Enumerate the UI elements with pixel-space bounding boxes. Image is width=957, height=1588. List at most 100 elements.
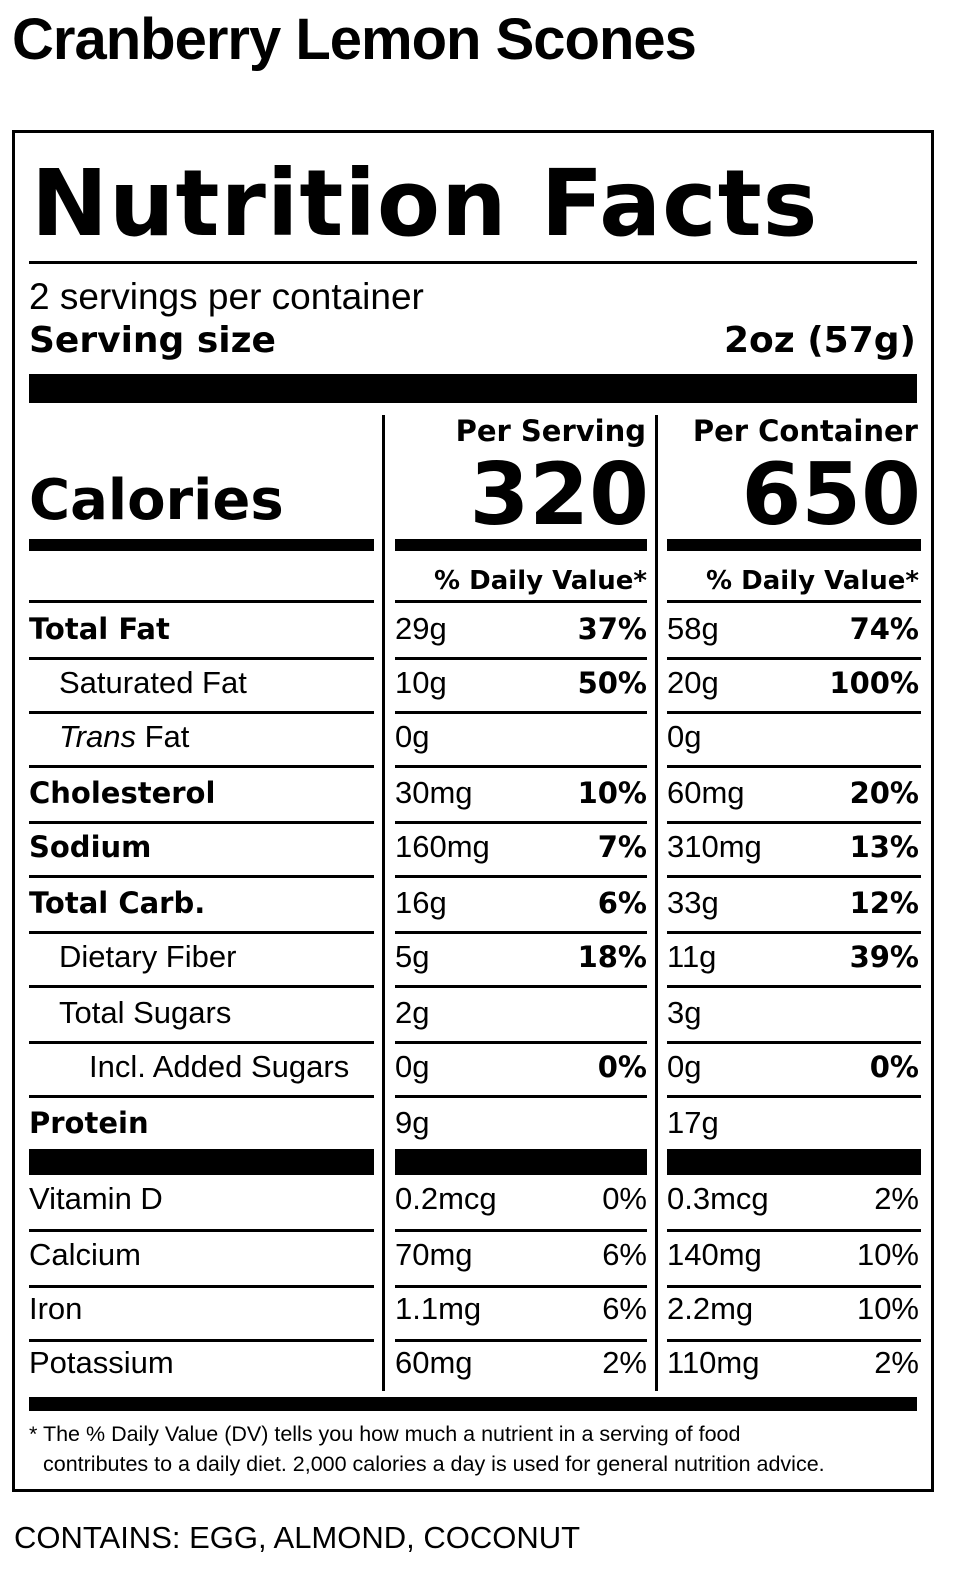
nutrient-divider-0 (29, 931, 374, 934)
container-daily-value: 39% (849, 940, 919, 974)
vitamin-divider-0 (29, 1285, 374, 1288)
daily-value-header-serving: % Daily Value* (434, 566, 647, 596)
serving-daily-value: 2% (602, 1345, 647, 1380)
container-amount: 11g (667, 939, 717, 974)
vitamin-divider-1 (395, 1285, 647, 1288)
nutrient-divider-2 (667, 765, 921, 768)
container-amount: 0g (667, 1049, 702, 1084)
vitamin-divider-0 (29, 1229, 374, 1232)
nutrient-divider-2 (667, 711, 921, 714)
vitamin-divider-1 (395, 1339, 647, 1342)
nutrient-divider-2 (667, 985, 921, 988)
nutrient-divider-2 (667, 657, 921, 660)
per-serving-header: Per Serving (455, 414, 646, 448)
vitamin-thick-divider-1 (395, 1149, 647, 1175)
nutrient-name: Total Fat (29, 612, 170, 646)
nutrient-divider-0 (29, 1041, 374, 1044)
nutrient-divider-1 (395, 821, 647, 824)
nutrient-name: Saturated Fat (59, 665, 247, 700)
container-daily-value: 20% (849, 776, 919, 810)
serving-size-label: Serving size (29, 320, 276, 361)
vitamin-divider-1 (395, 1229, 647, 1232)
nutrient-header-divider-1 (395, 600, 647, 603)
serving-amount: 9g (395, 1105, 430, 1140)
serving-daily-value: 0% (597, 1050, 647, 1084)
nutrient-divider-1 (395, 1095, 647, 1098)
nutrient-name: Cholesterol (29, 776, 216, 810)
container-amount: 60mg (667, 775, 745, 810)
nutrition-facts-heading: Nutrition Facts (31, 150, 819, 257)
nutrient-divider-1 (395, 1041, 647, 1044)
nutrient-name-rest: Fat (135, 719, 190, 754)
calories-per-serving: 320 (469, 445, 649, 545)
nutrient-divider-2 (667, 1095, 921, 1098)
serving-amount: 70mg (395, 1237, 473, 1272)
product-title: Cranberry Lemon Scones (12, 7, 697, 72)
container-daily-value: 2% (874, 1345, 919, 1380)
serving-amount: 160mg (395, 829, 490, 864)
nutrient-divider-0 (29, 821, 374, 824)
nutrient-divider-2 (667, 875, 921, 878)
nutrient-divider-0 (29, 875, 374, 878)
nutrient-name: Potassium (29, 1345, 174, 1380)
container-amount: 17g (667, 1105, 719, 1140)
serving-daily-value: 6% (602, 1291, 647, 1326)
column-divider-1 (382, 415, 385, 1391)
divider-thin (29, 261, 917, 264)
serving-size-value: 2oz (57g) (723, 320, 916, 361)
nutrient-divider-1 (395, 931, 647, 934)
container-daily-value: 12% (849, 886, 919, 920)
container-amount: 0g (667, 719, 702, 754)
nutrient-name-italic: Trans (59, 719, 136, 754)
nutrient-divider-2 (667, 821, 921, 824)
serving-amount: 30mg (395, 775, 473, 810)
container-amount: 310mg (667, 829, 762, 864)
nutrient-name: Trans Fat (59, 717, 189, 757)
container-amount: 58g (667, 611, 719, 646)
column-divider-2 (655, 415, 658, 1391)
nutrient-divider-1 (395, 711, 647, 714)
nutrient-header-divider-2 (667, 600, 921, 603)
serving-daily-value: 37% (577, 612, 647, 646)
nutrient-divider-2 (667, 931, 921, 934)
servings-per-container: 2 servings per container (29, 276, 424, 317)
nutrition-facts-panel: Nutrition Facts 2 servings per container… (12, 130, 934, 1492)
nutrient-name: Dietary Fiber (59, 939, 237, 974)
nutrient-name: Iron (29, 1291, 83, 1326)
nutrient-divider-1 (395, 657, 647, 660)
container-daily-value: 13% (849, 830, 919, 864)
divider-thick-bottom (29, 1397, 917, 1411)
nutrient-divider-1 (395, 985, 647, 988)
nutrient-divider-1 (395, 765, 647, 768)
serving-amount: 16g (395, 885, 447, 920)
container-daily-value: 0% (869, 1050, 919, 1084)
nutrient-name: Total Sugars (59, 995, 232, 1030)
vitamin-thick-divider-2 (667, 1149, 921, 1175)
container-amount: 3g (667, 995, 702, 1030)
nutrient-name: Incl. Added Sugars (89, 1049, 350, 1084)
nutrient-divider-1 (395, 875, 647, 878)
serving-amount: 2g (395, 995, 430, 1030)
daily-value-header-container: % Daily Value* (706, 566, 919, 596)
footnote-line-2: contributes to a daily diet. 2,000 calor… (43, 1452, 825, 1476)
serving-daily-value: 0% (602, 1181, 647, 1216)
serving-daily-value: 6% (602, 1237, 647, 1272)
serving-amount: 0g (395, 719, 430, 754)
serving-daily-value: 18% (577, 940, 647, 974)
per-container-header: Per Container (692, 414, 918, 448)
calories-label: Calories (29, 468, 284, 533)
nutrient-name: Protein (29, 1106, 149, 1140)
nutrient-header-divider-0 (29, 600, 374, 603)
allergen-statement: CONTAINS: EGG, ALMOND, COCONUT (14, 1520, 581, 1555)
vitamin-divider-0 (29, 1339, 374, 1342)
nutrient-divider-0 (29, 765, 374, 768)
container-daily-value: 10% (856, 1291, 919, 1326)
serving-amount: 60mg (395, 1345, 473, 1380)
calories-bar-left (29, 539, 374, 551)
container-daily-value: 100% (829, 666, 919, 700)
nutrient-name: Total Carb. (29, 886, 206, 920)
calories-bar-serving (395, 539, 647, 551)
container-amount: 2.2mg (667, 1291, 754, 1326)
serving-amount: 10g (395, 665, 447, 700)
vitamin-divider-2 (667, 1339, 921, 1342)
